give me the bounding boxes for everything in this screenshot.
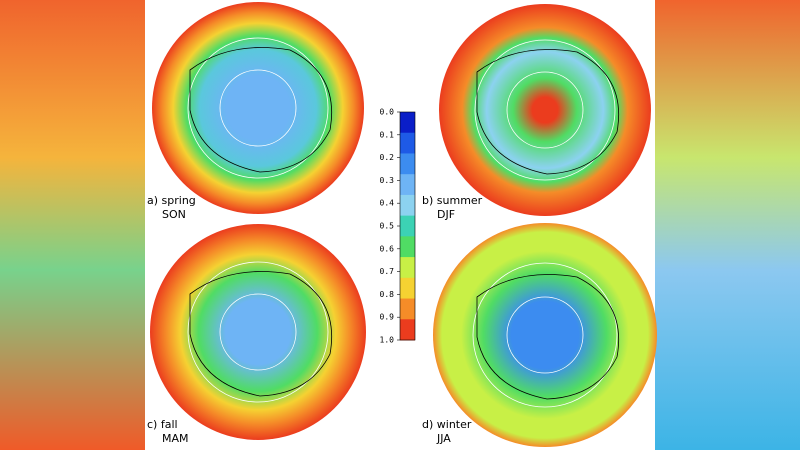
map (439, 4, 651, 216)
colorbar-segment (400, 298, 415, 320)
panel-label: d) winter (422, 418, 472, 431)
panel-season: SON (162, 208, 186, 221)
tick-label: 1.0 (380, 336, 395, 345)
tick-label: 0.5 (380, 222, 395, 231)
map (150, 224, 366, 440)
tick-label: 0.2 (380, 153, 395, 162)
colorbar-segment (400, 257, 415, 279)
map (152, 2, 364, 214)
panel-label: b) summer (422, 194, 483, 207)
panel-label: c) fall (147, 418, 178, 431)
panel-season: JJA (436, 432, 451, 445)
colorbar-segment (400, 277, 415, 300)
background-blur (655, 0, 800, 450)
colorbar: 0.0 0.1 0.2 0.3 0.4 0.5 0.6 0.7 0.8 0.9 1.0 (380, 108, 416, 345)
panel-label: a) spring (147, 194, 196, 207)
colorbar-segment (400, 319, 415, 341)
background-blur (0, 0, 145, 450)
tick-label: 0.3 (380, 176, 395, 185)
colorbar-segment (400, 174, 415, 196)
colorbar-segment (400, 132, 415, 154)
tick-label: 0.9 (380, 313, 395, 322)
tick-label: 0.0 (380, 108, 395, 117)
panel-season: MAM (162, 432, 189, 445)
colorbar-segment (400, 194, 415, 217)
colorbar-segment (400, 215, 415, 237)
tick-label: 0.8 (380, 290, 395, 299)
tick-label: 0.6 (380, 244, 395, 253)
tick-label: 0.1 (380, 130, 395, 139)
colorbar-segment (400, 153, 415, 175)
tick-label: 0.4 (380, 199, 395, 208)
colorbar-segment (400, 236, 415, 258)
colorbar-segment (400, 112, 415, 134)
tick-label: 0.7 (380, 267, 395, 276)
panel-season: DJF (437, 208, 455, 221)
map (433, 223, 657, 447)
